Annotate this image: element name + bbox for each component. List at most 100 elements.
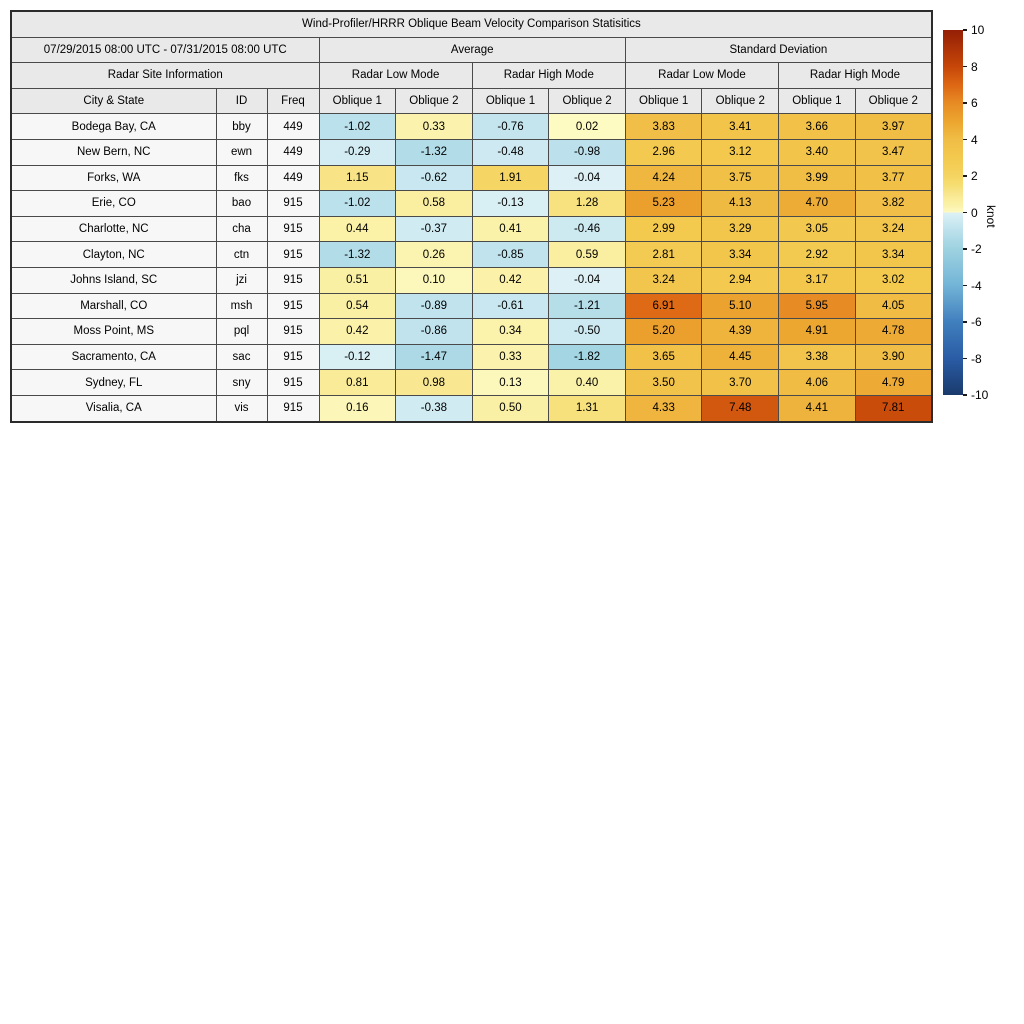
value-cell: 4.79: [854, 369, 933, 396]
value-cell: -0.61: [471, 292, 550, 320]
city-cell: Forks, WA: [10, 164, 217, 192]
freq-cell: 915: [266, 394, 320, 423]
colorbar-tick: [963, 284, 967, 287]
col-header-oblique2: Oblique 2: [854, 87, 933, 115]
colorbar-tick: [963, 248, 967, 250]
value-cell: 0.50: [471, 394, 550, 423]
freq-cell: 915: [266, 241, 320, 268]
value-cell: 4.41: [778, 394, 856, 423]
colorbar-tick-label: -6: [971, 315, 982, 329]
value-cell: 3.24: [624, 266, 703, 294]
colorbar-tick: [963, 211, 967, 214]
value-cell: -1.21: [548, 292, 626, 320]
value-cell: -0.62: [395, 164, 473, 192]
value-cell: 3.65: [624, 343, 703, 371]
value-cell: 4.13: [701, 190, 780, 217]
value-cell: 0.34: [471, 318, 550, 345]
value-cell: 5.10: [701, 292, 780, 320]
freq-cell: 915: [266, 343, 320, 371]
id-cell: sac: [215, 343, 268, 371]
value-cell: 4.91: [778, 318, 856, 345]
city-cell: Visalia, CA: [10, 394, 217, 423]
value-cell: 0.54: [318, 292, 397, 320]
value-cell: 1.28: [548, 190, 626, 217]
value-cell: -0.76: [471, 113, 550, 140]
value-cell: 0.42: [318, 318, 397, 345]
id-cell: msh: [215, 292, 268, 320]
value-cell: 0.40: [548, 369, 626, 396]
table-row: Moss Point, MS pql 915 0.42 -0.86 0.34 -0.50 5.…: [10, 318, 933, 345]
value-cell: 3.75: [701, 164, 780, 192]
freq-cell: 915: [266, 215, 320, 243]
value-cell: -1.02: [318, 113, 397, 140]
value-cell: -0.98: [548, 138, 626, 166]
colorbar-tick: [963, 138, 967, 141]
freq-cell: 449: [266, 164, 320, 192]
value-cell: 5.23: [624, 190, 703, 217]
value-cell: 4.24: [624, 164, 703, 192]
col-header-oblique2: Oblique 2: [395, 87, 473, 115]
table-row: Marshall, CO msh 915 0.54 -0.89 -0.61 -1.21 6.9…: [10, 292, 933, 320]
avg-high-mode-header: Radar High Mode: [471, 62, 626, 89]
value-cell: 7.48: [701, 394, 780, 423]
value-cell: 4.39: [701, 318, 780, 345]
value-cell: 2.81: [624, 241, 703, 268]
value-cell: 0.41: [471, 215, 550, 243]
table-row: New Bern, NC ewn 449 -0.29 -1.32 -0.48 -0.98 2.…: [10, 138, 933, 166]
value-cell: 3.34: [701, 241, 780, 268]
table-title: Wind-Profiler/HRRR Oblique Beam Velocity…: [10, 10, 933, 38]
avg-group-header: Average: [318, 36, 626, 64]
colorbar-tick: [963, 29, 967, 31]
stats-table: Wind-Profiler/HRRR Oblique Beam Velocity…: [10, 10, 933, 423]
colorbar-gradient: [943, 30, 963, 395]
value-cell: 3.40: [778, 138, 856, 166]
value-cell: 0.33: [395, 113, 473, 140]
value-cell: 5.20: [624, 318, 703, 345]
col-header-oblique1: Oblique 1: [624, 87, 703, 115]
value-cell: 3.77: [854, 164, 933, 192]
value-cell: -0.38: [395, 394, 473, 423]
colorbar-tick: [963, 102, 967, 104]
value-cell: 3.99: [778, 164, 856, 192]
col-header-oblique1: Oblique 1: [471, 87, 550, 115]
value-cell: 3.02: [854, 266, 933, 294]
value-cell: 0.58: [395, 190, 473, 217]
std-low-mode-header: Radar Low Mode: [624, 62, 780, 89]
colorbar-tick-label: -2: [971, 242, 982, 256]
value-cell: 0.81: [318, 369, 397, 396]
value-cell: 0.44: [318, 215, 397, 243]
table-row: Visalia, CA vis 915 0.16 -0.38 0.50 1.31 4.33 7.…: [10, 394, 933, 423]
colorbar-tick-label: 6: [971, 96, 978, 110]
value-cell: 1.91: [471, 164, 550, 192]
freq-cell: 915: [266, 190, 320, 217]
value-cell: -0.29: [318, 138, 397, 166]
id-cell: vis: [215, 394, 268, 423]
table-row: Forks, WA fks 449 1.15 -0.62 1.91 -0.04 4.24 3.7…: [10, 164, 933, 192]
value-cell: 0.02: [548, 113, 626, 140]
value-cell: 0.33: [471, 343, 550, 371]
std-high-mode-header: Radar High Mode: [778, 62, 933, 89]
value-cell: -0.12: [318, 343, 397, 371]
freq-cell: 449: [266, 113, 320, 140]
value-cell: 3.66: [778, 113, 856, 140]
colorbar-tick-label: 2: [971, 169, 978, 183]
value-cell: -0.85: [471, 241, 550, 268]
freq-cell: 915: [266, 369, 320, 396]
colorbar-tick-label: -10: [971, 388, 989, 402]
colorbar-tick-label: 4: [971, 132, 978, 147]
value-cell: 2.94: [701, 266, 780, 294]
value-cell: 3.17: [778, 266, 856, 294]
freq-cell: 449: [266, 138, 320, 166]
value-cell: 3.12: [701, 138, 780, 166]
colorbar-tick: [963, 394, 967, 396]
avg-low-mode-header: Radar Low Mode: [318, 62, 473, 89]
city-cell: New Bern, NC: [10, 138, 217, 166]
value-cell: 0.98: [395, 369, 473, 396]
value-cell: 0.42: [471, 266, 550, 294]
table-row: Clayton, NC ctn 915 -1.32 0.26 -0.85 0.59 2.81 3…: [10, 241, 933, 268]
value-cell: 3.97: [854, 113, 933, 140]
freq-cell: 915: [266, 292, 320, 320]
colorbar-tick-label: 0: [971, 205, 978, 220]
value-cell: -1.02: [318, 190, 397, 217]
value-cell: 6.91: [624, 292, 703, 320]
